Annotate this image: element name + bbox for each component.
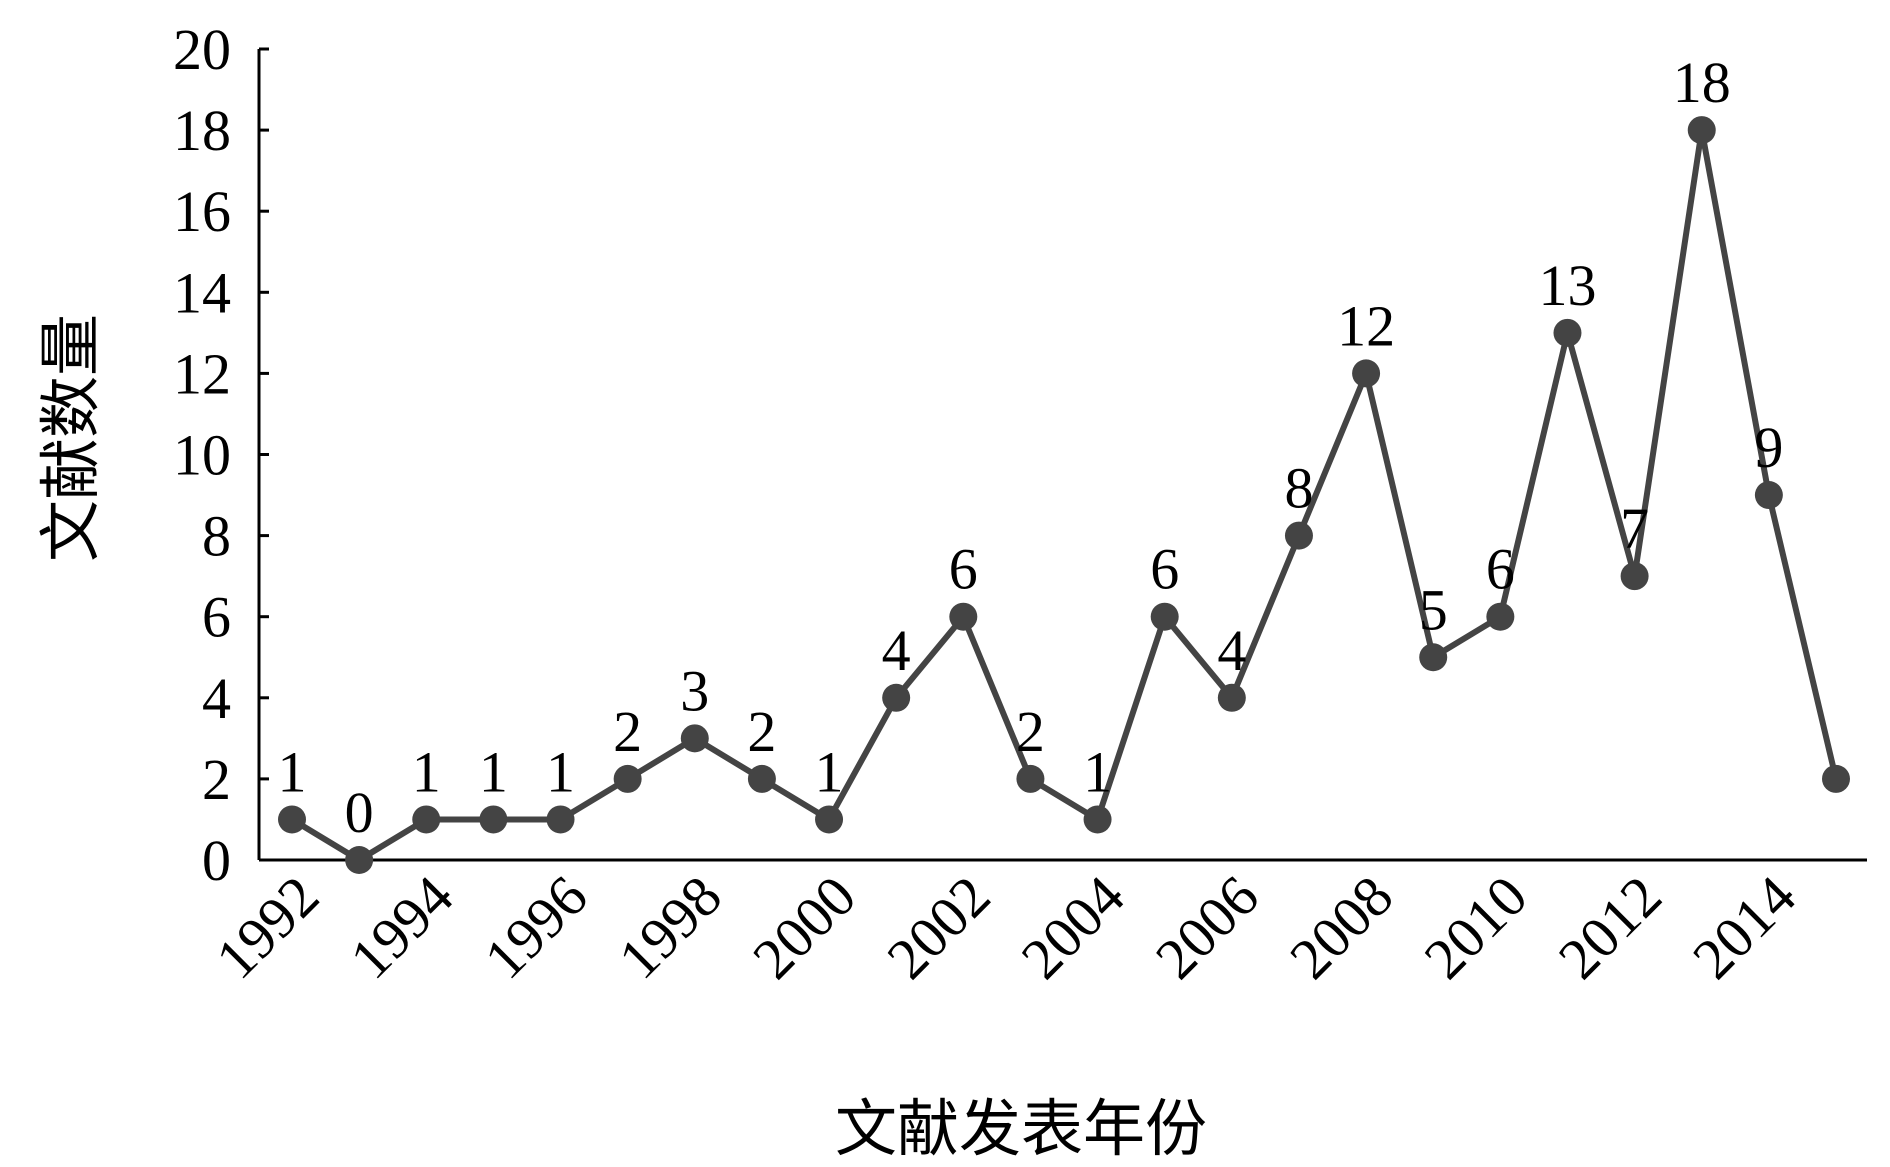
data-label: 9 <box>1754 415 1783 480</box>
x-tick-label: 2006 <box>1143 863 1271 991</box>
data-label: 2 <box>613 699 642 764</box>
data-label: 5 <box>1419 577 1448 642</box>
data-label: 6 <box>949 537 978 602</box>
x-tick-label: 1996 <box>472 863 600 991</box>
data-label: 8 <box>1284 456 1313 521</box>
data-label: 1 <box>1083 739 1112 804</box>
x-tick-label: 1994 <box>337 863 465 991</box>
data-label: 3 <box>680 658 709 723</box>
point <box>1822 764 1850 793</box>
x-tick-label: 1998 <box>606 863 734 991</box>
data-label: 6 <box>1150 537 1179 602</box>
y-tick-label: 8 <box>202 504 231 569</box>
data-label: 2 <box>747 699 776 764</box>
point <box>1217 683 1246 712</box>
point <box>1284 521 1313 550</box>
point <box>479 805 508 834</box>
point <box>1553 318 1582 347</box>
point <box>278 805 306 834</box>
data-label: 1 <box>412 739 441 804</box>
x-tick-label: 2000 <box>740 863 868 991</box>
y-axis-label: 文献数量 <box>38 314 106 562</box>
data-label: 13 <box>1538 253 1596 318</box>
y-tick-label: 14 <box>173 260 231 325</box>
x-tick-label: 2014 <box>1680 863 1808 991</box>
data-label: 1 <box>278 739 307 804</box>
data-label: 2 <box>1016 699 1045 764</box>
line <box>290 127 1839 863</box>
y-tick-label: 12 <box>173 341 231 406</box>
x-tick-label: 2002 <box>875 863 1003 991</box>
data-label: 1 <box>815 739 844 804</box>
point <box>1352 359 1381 388</box>
point <box>546 805 575 834</box>
point <box>680 724 709 753</box>
y-tick-label: 10 <box>173 423 231 488</box>
point <box>1419 643 1448 672</box>
point <box>1083 805 1112 834</box>
x-tick-label: 2004 <box>1009 863 1137 991</box>
data-label: 12 <box>1337 293 1395 358</box>
data-label: 4 <box>1217 618 1246 683</box>
y-tick-label: 16 <box>173 179 231 244</box>
data-label: 0 <box>345 780 374 845</box>
data-label: 18 <box>1673 50 1731 115</box>
data-label: 1 <box>546 739 575 804</box>
y-tick-label: 20 <box>173 17 231 82</box>
point <box>949 602 978 631</box>
point <box>1150 602 1179 631</box>
data-label: 1 <box>479 739 508 804</box>
point <box>613 764 642 793</box>
y-tick-label: 0 <box>202 828 231 893</box>
y-tick-label: 6 <box>202 585 231 650</box>
point <box>1754 481 1783 510</box>
x-tick-label: 2008 <box>1277 863 1405 991</box>
point <box>1016 764 1045 793</box>
y-tick-label: 18 <box>173 98 231 163</box>
data-label: 4 <box>882 618 911 683</box>
y-tick-label: 4 <box>202 666 231 731</box>
point <box>1687 116 1716 145</box>
x-tick-label: 2012 <box>1546 863 1674 991</box>
data-label: 7 <box>1620 496 1649 561</box>
x-tick-label: 2010 <box>1412 863 1540 991</box>
point <box>412 805 441 834</box>
x-axis-label: 文献发表年份 <box>835 1096 1207 1164</box>
y-tick-label: 2 <box>202 747 231 812</box>
point <box>1486 602 1515 631</box>
point <box>815 805 844 834</box>
point <box>1620 562 1649 591</box>
data-label: 6 <box>1486 537 1515 602</box>
point <box>345 846 374 874</box>
point <box>882 683 911 712</box>
point <box>747 764 776 793</box>
